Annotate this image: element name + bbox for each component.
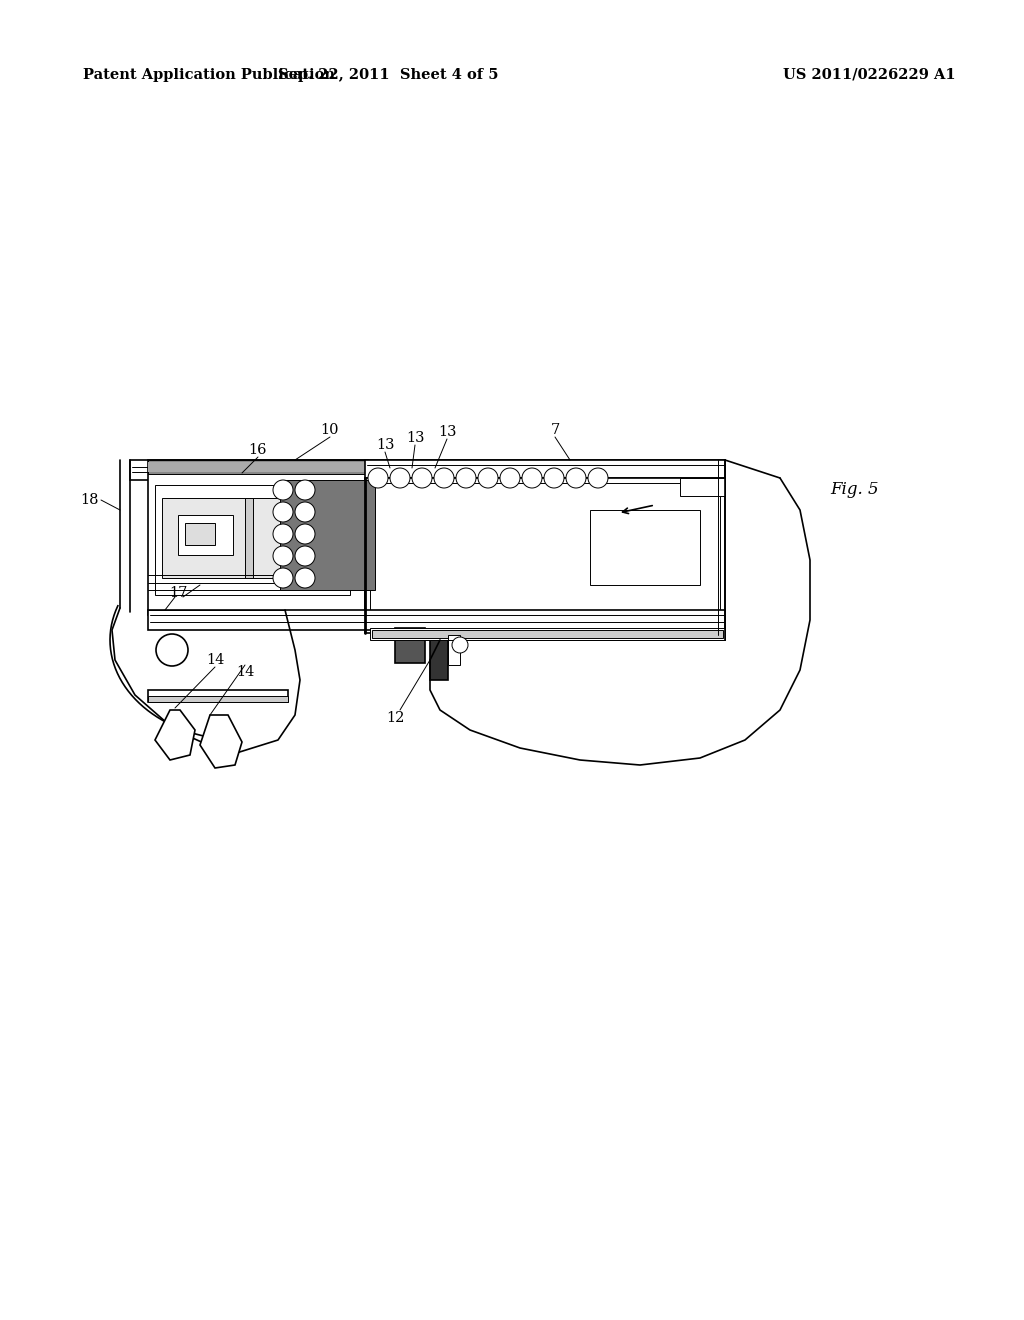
Text: US 2011/0226229 A1: US 2011/0226229 A1 [783, 69, 955, 82]
Text: 7: 7 [550, 422, 560, 437]
Text: Sep. 22, 2011  Sheet 4 of 5: Sep. 22, 2011 Sheet 4 of 5 [278, 69, 499, 82]
Bar [680, 478, 725, 496]
Bar [148, 696, 288, 702]
Circle shape [295, 568, 315, 587]
Bar [370, 628, 725, 640]
Circle shape [412, 469, 432, 488]
Text: 17: 17 [169, 586, 187, 601]
Circle shape [295, 502, 315, 521]
Text: 13: 13 [437, 425, 457, 440]
Bar [370, 483, 720, 628]
Bar [148, 690, 288, 702]
Text: 16: 16 [249, 444, 267, 457]
Polygon shape [200, 715, 242, 768]
Text: Fig. 5: Fig. 5 [830, 482, 879, 499]
Circle shape [273, 568, 293, 587]
Bar [280, 480, 375, 590]
Circle shape [273, 524, 293, 544]
Bar [148, 459, 368, 474]
Text: 13: 13 [376, 438, 394, 451]
Circle shape [295, 546, 315, 566]
Bar [395, 628, 425, 663]
Circle shape [588, 469, 608, 488]
Text: 10: 10 [321, 422, 339, 437]
Bar [372, 630, 723, 638]
Circle shape [544, 469, 564, 488]
Bar [148, 610, 725, 630]
Circle shape [566, 469, 586, 488]
Circle shape [522, 469, 542, 488]
Circle shape [434, 469, 454, 488]
Bar [130, 459, 725, 480]
Bar [148, 459, 368, 615]
Circle shape [456, 469, 476, 488]
Circle shape [156, 634, 188, 667]
Bar [590, 510, 700, 585]
Bar [185, 523, 215, 545]
Bar [148, 462, 368, 473]
Text: 14: 14 [236, 665, 254, 678]
Circle shape [452, 638, 468, 653]
Bar [365, 478, 725, 634]
Text: 18: 18 [81, 492, 99, 507]
Bar [365, 459, 725, 478]
Bar [449, 635, 460, 665]
Text: 13: 13 [406, 432, 424, 445]
Bar [430, 630, 449, 680]
Bar [162, 498, 292, 578]
Circle shape [500, 469, 520, 488]
Text: 14: 14 [206, 653, 224, 667]
Circle shape [273, 502, 293, 521]
Text: Patent Application Publication: Patent Application Publication [83, 69, 335, 82]
Circle shape [273, 480, 293, 500]
Circle shape [390, 469, 410, 488]
Circle shape [295, 524, 315, 544]
Circle shape [295, 480, 315, 500]
Bar [155, 484, 350, 595]
Polygon shape [155, 710, 195, 760]
Circle shape [368, 469, 388, 488]
Bar [178, 515, 233, 554]
Bar [245, 498, 253, 578]
Circle shape [273, 546, 293, 566]
Circle shape [478, 469, 498, 488]
Text: 12: 12 [386, 711, 404, 725]
